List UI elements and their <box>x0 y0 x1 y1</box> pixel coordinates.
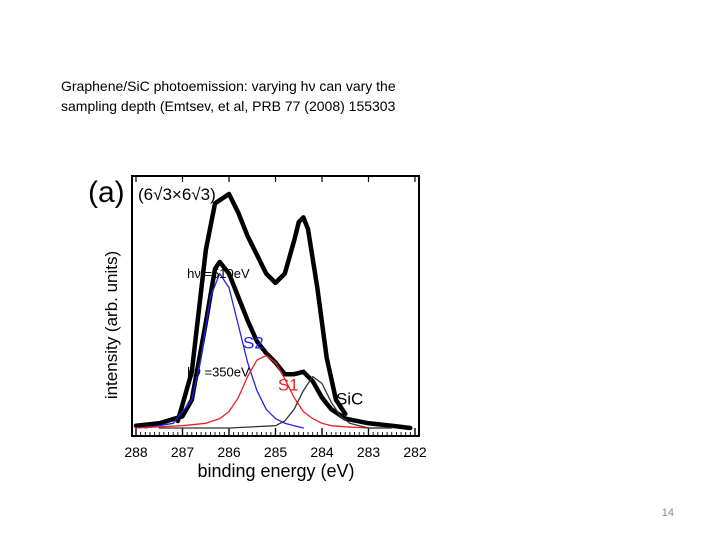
xps-chart: 288 287 286 285 284 283 282 (a) (6√3×6√3) bind… <box>88 175 427 481</box>
annotation-label: hν =350eV <box>187 365 250 380</box>
x-axis-label: binding energy (eV) <box>197 461 354 481</box>
series-line-sic <box>158 375 393 429</box>
x-tick-label: 283 <box>357 444 381 460</box>
x-tick-label: 287 <box>171 444 195 460</box>
x-tick-label: 286 <box>217 444 241 460</box>
series-line-h-510ev-spectrum <box>175 191 348 424</box>
y-axis-label: intensity (arb. units) <box>102 251 121 399</box>
slide-number: 14 <box>661 507 674 519</box>
caption-line-2: sampling depth (Emtsev, et al, PRB 77 (2… <box>61 98 396 114</box>
chart-title: (6√3×6√3) <box>138 185 216 204</box>
x-tick-label: 288 <box>124 444 148 460</box>
annotation-label: S2 <box>243 333 264 352</box>
x-tick-labels: 288 287 286 285 284 283 282 <box>124 444 427 460</box>
annotation-label: hν =510eV <box>187 266 250 281</box>
x-tick-label: 284 <box>310 444 334 460</box>
plot-series <box>133 191 413 431</box>
series-line-h-350ev-spectrum <box>133 259 413 431</box>
series-line-s1 <box>135 354 393 429</box>
x-tick-label: 285 <box>264 444 288 460</box>
series-line-s2 <box>144 272 305 429</box>
slide-caption: Graphene/SiC photoemission: varying hν c… <box>61 76 501 116</box>
x-axis-ticks <box>135 176 416 436</box>
caption-line-1: Graphene/SiC photoemission: varying hν c… <box>61 78 396 94</box>
chart-annotations: hν =510eV hν =350eV S2 S1 SiC <box>187 266 363 408</box>
panel-label: (a) <box>88 176 125 209</box>
annotation-label: S1 <box>278 376 299 395</box>
x-tick-label: 282 <box>403 444 427 460</box>
annotation-label: SiC <box>336 390 363 409</box>
plot-frame <box>131 175 420 437</box>
